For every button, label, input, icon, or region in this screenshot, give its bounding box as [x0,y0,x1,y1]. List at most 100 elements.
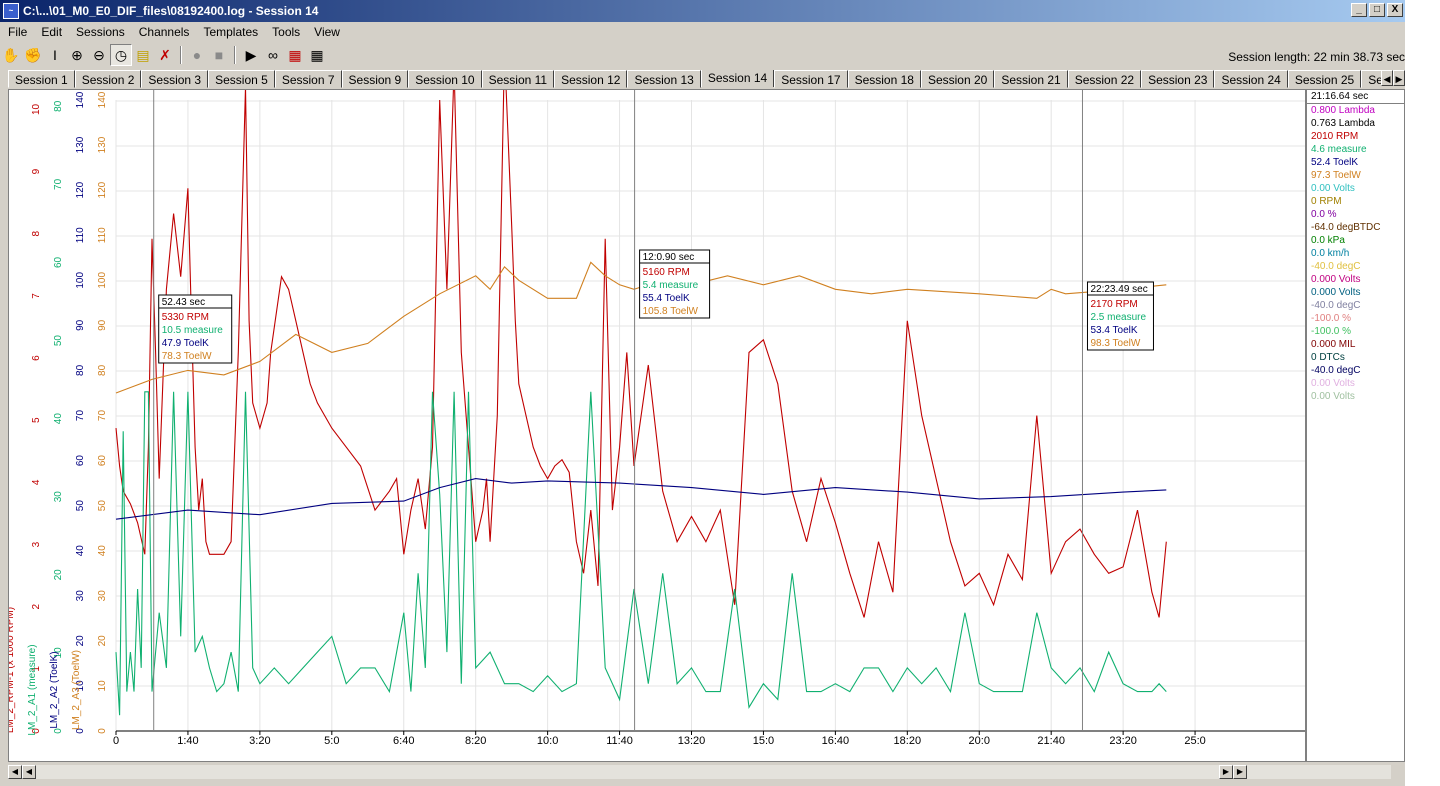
channel-legend: 21:16.64 sec 0.800 Lambda 0.763 Lambda 201… [1306,89,1405,762]
legend-item[interactable]: -64.0 degBTDC [1311,222,1381,233]
scroll-track-secondary[interactable] [1247,765,1391,779]
cursor-value: 55.4 ToelK [643,293,690,304]
clear-icon[interactable]: ✗ [159,46,171,63]
legend-item[interactable]: 0 RPM [1311,196,1342,207]
binoculars-icon[interactable]: ∞ [268,47,278,63]
menu-channels[interactable]: Channels [138,25,190,39]
app-logo-icon[interactable]: ~ [3,3,19,19]
legend-item[interactable]: -40.0 degC [1311,365,1361,376]
menu-file[interactable]: File [8,25,28,39]
y-tick-label: 0 [53,728,64,734]
legend-item[interactable]: 0.000 MIL [1311,339,1356,350]
y-tick-label: 60 [53,256,64,268]
cursor-popup [158,294,233,364]
y-tick-label: 2 [31,603,42,609]
tab-session-12[interactable]: Session 12 [554,70,628,88]
zoom-out-icon[interactable]: ⊖ [93,46,105,63]
tab-session-11[interactable]: Session 11 [481,70,555,88]
cursor-value: 5.4 measure [643,280,699,291]
table-icon[interactable]: ▦ [310,46,324,63]
legend-item[interactable]: 2010 RPM [1311,131,1359,142]
tab-session-3[interactable]: Session 3 [141,70,209,88]
maximize-button[interactable]: □ [1369,3,1385,17]
legend-item[interactable]: 0.0 % [1311,209,1337,220]
stop-icon[interactable]: ■ [214,47,224,63]
y-axis-title: LM_2_A3 (ToelW) [71,650,82,730]
tab-session-24[interactable]: Session 24 [1214,70,1288,88]
y-tick-label: 3 [31,541,42,547]
scroll-left-icon[interactable]: ◀ [22,765,36,779]
legend-item[interactable]: -100.0 % [1311,313,1352,324]
tab-session-2[interactable]: Session 2 [74,70,142,88]
chart-area[interactable]: 0 1:40 3:20 5:0 6:40 8:20 10:0 11:40 13:20 15:0 16… [5,49,1306,762]
legend-item[interactable]: 0.000 Volts [1311,287,1361,298]
tab-session-7[interactable]: Session 7 [274,70,342,88]
zoom-in-icon[interactable]: ⊕ [71,46,83,63]
tab-session-5[interactable]: Session 5 [208,70,275,88]
scroll-right-icon[interactable]: ▶ [1219,765,1233,779]
legend-item[interactable]: 52.4 ToelK [1311,157,1359,168]
menu-tools[interactable]: Tools [272,25,301,39]
y-tick-label: 50 [97,500,108,512]
menu-bar: File Edit Sessions Channels Templates To… [0,22,420,42]
tab-session-1[interactable]: Session 1 [8,70,75,88]
y-tick-label: 60 [97,455,108,467]
scroll-track[interactable] [36,765,1219,779]
y-tick-label: 30 [53,491,64,503]
legend-item[interactable]: 4.6 measure [1311,144,1367,155]
menu-view[interactable]: View [314,25,340,39]
tab-scroll-left-icon[interactable]: ◀ [1381,70,1393,86]
legend-item[interactable]: 0.800 Lambda [1311,105,1375,116]
menu-templates[interactable]: Templates [203,25,259,39]
y-tick-label: 20 [75,635,86,647]
tab-session-25[interactable]: Session 25 [1287,70,1362,88]
chart-icon[interactable]: ▦ [288,46,302,63]
tab-session-18[interactable]: Session 18 [847,70,921,88]
legend-item[interactable]: 0.00 Volts [1311,391,1355,402]
menu-edit[interactable]: Edit [41,25,63,39]
legend-item[interactable]: -100.0 % [1311,326,1352,337]
window-title: C:\...\01_M0_E0_DIF_files\08192400.log -… [23,4,319,18]
legend-item[interactable]: 0 DTCs [1311,352,1345,363]
tab-session-20[interactable]: Session 20 [920,70,995,88]
legend-item[interactable]: 0.000 Volts [1311,274,1361,285]
tab-session-22[interactable]: Session 22 [1067,70,1142,88]
cursor-time: 12:0.90 sec [643,252,695,263]
y-axis-title: LM_2_A1 (measure) [27,644,38,735]
tab-session-9[interactable]: Session 9 [341,70,409,88]
tab-session-21[interactable]: Session 21 [994,70,1068,88]
legend-item[interactable]: 0.0 km/h [1311,248,1350,259]
minimize-button[interactable]: _ [1351,3,1367,17]
legend-item[interactable]: -40.0 degC [1311,261,1361,272]
tab-scroll-right-icon[interactable]: ▶ [1393,70,1405,86]
scroll-first-icon[interactable]: ◀ [8,765,22,779]
legend-item[interactable]: 0.763 Lambda [1311,118,1375,129]
hand-icon[interactable]: ✋ [2,46,20,63]
record-icon[interactable]: ● [192,47,202,63]
y-tick-label: 70 [53,178,64,190]
y-tick-label: 70 [75,410,86,422]
legend-item[interactable]: 0.00 Volts [1311,183,1355,194]
notes-icon[interactable]: ▤ [136,46,150,63]
legend-item[interactable]: 0.0 kPa [1311,235,1345,246]
menu-sessions[interactable]: Sessions [76,25,125,39]
legend-item[interactable]: 97.3 ToelW [1311,170,1361,181]
y-tick-label: 0 [75,728,86,734]
scroll-last-icon[interactable]: ▶ [1233,765,1247,779]
y-tick-label: 10 [53,647,64,659]
horizontal-scrollbar[interactable]: ◀ ◀ ▶ ▶ [8,765,1405,779]
y-tick-label: 20 [53,569,64,581]
cursor-value: 53.4 ToelK [1090,325,1137,336]
grab-icon[interactable]: ✊ [24,46,42,63]
tab-session-23[interactable]: Session 23 [1141,70,1215,88]
cursor-icon[interactable]: I [53,47,57,63]
legend-item[interactable]: -40.0 degC [1311,300,1361,311]
tab-session-10[interactable]: Session 10 [408,70,482,88]
legend-item[interactable]: 0.00 Volts [1311,378,1355,389]
tab-session-14[interactable]: Session 14 [700,70,775,87]
tab-session-17[interactable]: Session 17 [774,70,848,88]
clock-icon[interactable]: ◷ [110,44,132,66]
close-button[interactable]: X [1387,3,1403,17]
play-icon[interactable]: ▶ [245,46,257,63]
tab-session-13[interactable]: Session 13 [627,70,701,88]
